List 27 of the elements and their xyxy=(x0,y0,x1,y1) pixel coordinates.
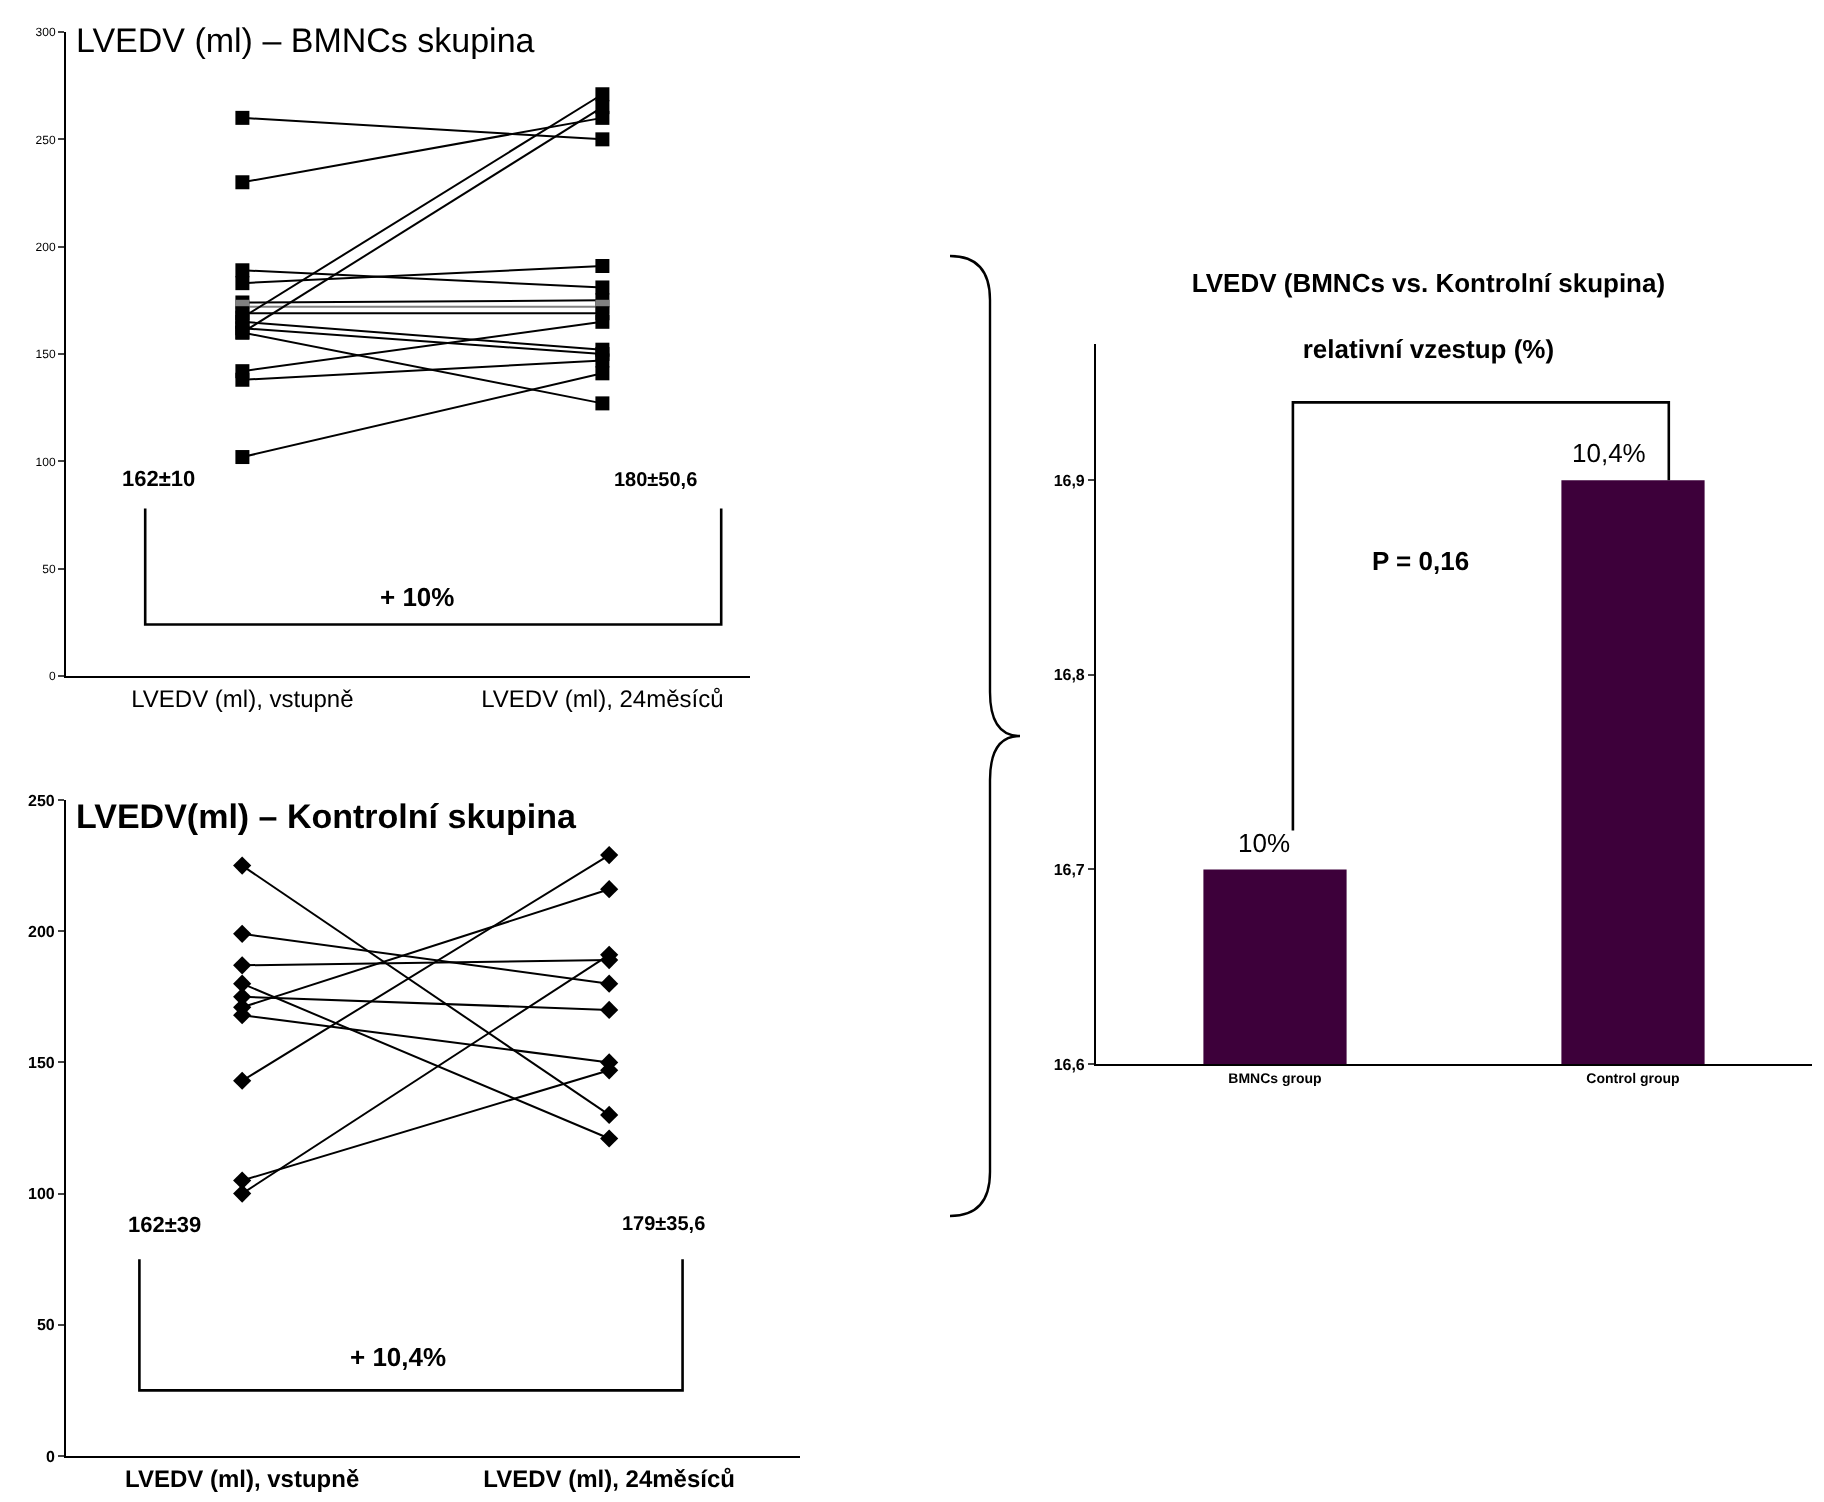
y-tick-label: 200 xyxy=(28,922,56,941)
y-tick-label: 16,6 xyxy=(1053,1055,1086,1074)
annotation: 10,4% xyxy=(1572,438,1647,468)
x-tick-label: LVEDV (ml), 24měsíců xyxy=(481,684,724,713)
y-tick-label: 150 xyxy=(28,1054,56,1072)
chart-title: LVEDV (ml) – BMNCs skupina xyxy=(76,21,536,60)
x-tick-label: LVEDV (ml), vstupně xyxy=(131,684,355,713)
x-tick-label: LVEDV (ml), vstupně xyxy=(125,1464,360,1493)
chart-subtitle: relativní vzestup (%) xyxy=(1302,334,1555,364)
y-tick-label: 0 xyxy=(45,1447,56,1466)
x-tick-label: LVEDV (ml), 24měsíců xyxy=(483,1464,735,1493)
y-tick-label: 16,8 xyxy=(1053,666,1086,685)
y-tick-label: 100 xyxy=(28,1185,56,1204)
annotation: + 10% xyxy=(380,582,456,612)
annotation: P = 0,16 xyxy=(1372,546,1470,576)
y-tick-label: 16,9 xyxy=(1053,471,1086,490)
y-tick-label: 250 xyxy=(28,791,56,810)
annotation: 179±35,6 xyxy=(622,1214,707,1236)
chart-title: LVEDV (BMNCs vs. Kontrolní skupina) xyxy=(1191,268,1666,299)
y-tick-label: 50 xyxy=(36,1316,56,1335)
annotation: 162±10 xyxy=(122,468,196,492)
annotation: 162±39 xyxy=(128,1214,202,1238)
chart-title: LVEDV(ml) – Kontrolní skupina xyxy=(76,797,578,836)
y-tick-label: 16,7 xyxy=(1053,861,1086,879)
annotation: + 10,4% xyxy=(350,1342,448,1372)
annotation: 180±50,6 xyxy=(614,470,699,492)
annotation: 10% xyxy=(1238,828,1291,858)
